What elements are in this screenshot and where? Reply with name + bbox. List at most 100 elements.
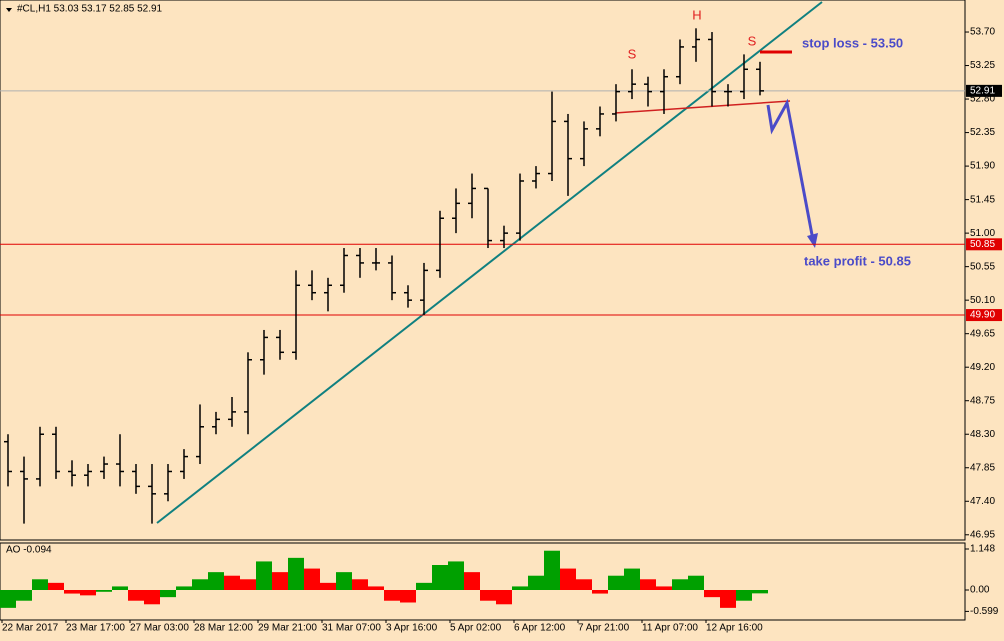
- ao-bar: [160, 590, 176, 598]
- ao-bar: [512, 586, 528, 590]
- x-tick-label: 5 Apr 02:00: [450, 623, 502, 634]
- main-frame: [0, 0, 966, 541]
- ao-bar: [288, 557, 304, 590]
- ao-bar: [224, 575, 240, 590]
- y-tick-label: 47.85: [970, 462, 995, 473]
- ao-bar: [320, 582, 336, 590]
- ao-bar: [608, 575, 624, 590]
- ao-bar: [672, 579, 688, 590]
- ao-bar: [336, 572, 352, 590]
- x-tick-label: 29 Mar 21:00: [258, 623, 317, 634]
- ao-bar: [624, 568, 640, 590]
- ao-bar: [384, 590, 400, 601]
- stop-loss-label: stop loss - 53.50: [802, 35, 903, 50]
- ao-bar: [688, 575, 704, 590]
- left-shoulder: S: [628, 46, 637, 61]
- y-tick-label: 53.25: [970, 60, 995, 71]
- ao-bar: [144, 590, 160, 605]
- ao-bar: [368, 586, 384, 590]
- ao-bar: [112, 586, 128, 590]
- ao-bar: [640, 579, 656, 590]
- x-tick-label: 27 Mar 03:00: [130, 623, 189, 634]
- ao-bar: [432, 565, 448, 590]
- x-tick-label: 11 Apr 07:00: [642, 623, 698, 634]
- x-tick-label: 6 Apr 12:00: [514, 623, 566, 634]
- ao-bar: [32, 579, 48, 590]
- ao-bar: [0, 590, 16, 608]
- last-price-label: 52.91: [970, 86, 995, 97]
- y-tick-label: 53.70: [970, 27, 995, 38]
- head: H: [692, 7, 701, 22]
- ao-bar: [528, 575, 544, 590]
- ao-bar: [256, 561, 272, 590]
- y-tick-label: 49.20: [970, 362, 995, 373]
- x-tick-label: 12 Apr 16:00: [706, 623, 763, 634]
- ao-bar: [416, 582, 432, 590]
- projection-arrow: [766, 98, 815, 241]
- level-label-box: [966, 238, 1002, 251]
- ao-bar: [96, 590, 112, 592]
- y-tick-label: 48.30: [970, 429, 995, 440]
- y-tick-label: 52.35: [970, 127, 995, 138]
- y-tick-label: 0.00: [970, 585, 990, 596]
- x-tick-label: 23 Mar 17:00: [66, 623, 125, 634]
- ao-bar: [240, 579, 256, 590]
- ao-bar: [64, 590, 80, 594]
- ao-bar: [128, 590, 144, 601]
- ao-bar: [400, 590, 416, 603]
- chart-title: #CL,H1 53.03 53.17 52.85 52.91: [17, 4, 163, 15]
- y-tick-label: 51.45: [970, 194, 995, 205]
- ao-bar: [704, 590, 720, 598]
- level-label-box: [966, 309, 1002, 322]
- ao-bar: [480, 590, 496, 601]
- x-tick-label: 31 Mar 07:00: [322, 623, 381, 634]
- y-tick-label: 47.40: [970, 496, 995, 507]
- indicator-title: AO -0.094: [6, 545, 52, 556]
- indicator-frame: [0, 542, 966, 621]
- x-tick-label: 22 Mar 2017: [2, 623, 59, 634]
- ao-bar: [48, 582, 64, 590]
- ao-bar: [176, 586, 192, 590]
- ao-bar: [304, 568, 320, 590]
- y-tick-label: 52.80: [970, 94, 995, 105]
- level-label: 50.85: [970, 239, 995, 250]
- y-tick-label: 51.90: [970, 161, 995, 172]
- ao-bar: [272, 572, 288, 590]
- y-tick-label: 51.00: [970, 228, 995, 239]
- ao-bar: [16, 590, 32, 601]
- level-label: 49.90: [970, 310, 995, 321]
- ao-bar: [352, 579, 368, 590]
- arrow-head: [807, 233, 818, 248]
- y-tick-label: 50.10: [970, 295, 995, 306]
- x-tick-label: 3 Apr 16:00: [386, 623, 438, 634]
- ao-bar: [464, 572, 480, 590]
- y-tick-label: -0.599: [970, 606, 999, 617]
- ao-bar: [576, 579, 592, 590]
- ao-bar: [736, 590, 752, 601]
- x-tick-label: 7 Apr 21:00: [578, 623, 630, 634]
- right-shoulder: S: [748, 33, 757, 48]
- ao-bar: [448, 561, 464, 590]
- ao-bar: [192, 579, 208, 590]
- trend-line: [156, 1, 823, 524]
- x-tick-label: 28 Mar 12:00: [194, 623, 253, 634]
- last-price-box: [966, 84, 1002, 97]
- y-tick-label: 46.95: [970, 529, 995, 540]
- y-tick-label: 49.65: [970, 328, 995, 339]
- ao-bar: [496, 590, 512, 605]
- y-tick-label: 48.75: [970, 395, 995, 406]
- y-tick-label: 1.148: [970, 544, 995, 555]
- neckline: [614, 100, 791, 114]
- ao-bar: [592, 590, 608, 594]
- ao-bar: [80, 590, 96, 596]
- ao-bar: [752, 590, 768, 594]
- ao-bar: [560, 568, 576, 590]
- ao-bar: [656, 586, 672, 590]
- y-tick-label: 50.55: [970, 261, 995, 272]
- ao-bar: [720, 590, 736, 608]
- menu-arrow: [6, 8, 12, 12]
- ao-bar: [208, 572, 224, 590]
- take-profit-label: take profit - 50.85: [804, 253, 911, 268]
- ao-bar: [544, 550, 560, 590]
